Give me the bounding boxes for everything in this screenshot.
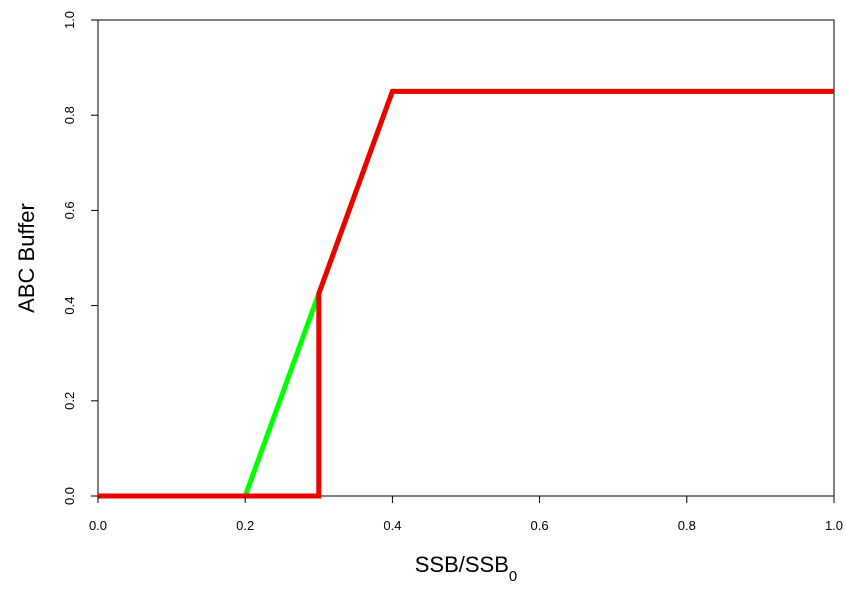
y-tick-label: 0.6 <box>62 201 77 219</box>
plot-frame <box>97 19 835 497</box>
x-tick-label: 0.8 <box>678 518 696 533</box>
x-axis-title: SSB/SSB0 <box>415 552 518 585</box>
x-tick-label: 0.0 <box>89 518 107 533</box>
x-axis: 0.0 0.2 0.4 0.6 0.8 1.0 <box>89 496 843 533</box>
series-line-1 <box>98 88 834 499</box>
y-tick-label: 1.0 <box>62 11 77 29</box>
y-tick-label: 0.4 <box>62 297 77 315</box>
x-tick-label: 0.4 <box>383 518 401 533</box>
series-layer <box>98 88 834 499</box>
x-tick-label: 1.0 <box>825 518 843 533</box>
y-axis: 0.0 0.2 0.4 0.6 0.8 1.0 <box>62 11 98 505</box>
y-tick-label: 0.0 <box>62 487 77 505</box>
y-tick-label: 0.2 <box>62 392 77 410</box>
x-axis-title-subscript: 0 <box>509 568 517 585</box>
x-tick-label: 0.2 <box>236 518 254 533</box>
y-axis-title: ABC Buffer <box>14 203 39 313</box>
x-tick-label: 0.6 <box>531 518 549 533</box>
y-tick-label: 0.8 <box>62 106 77 124</box>
series-line-0 <box>98 88 834 499</box>
